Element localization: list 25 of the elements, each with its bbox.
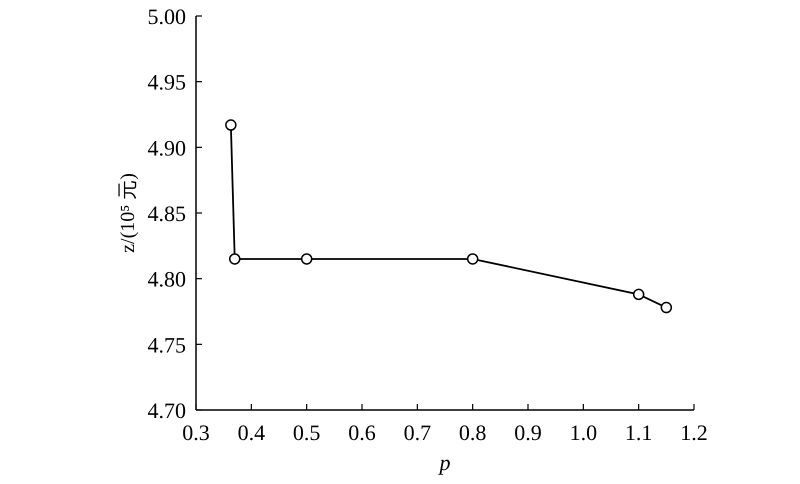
x-axis-title: p (438, 450, 450, 475)
y-tick-label: 4.95 (148, 70, 186, 95)
x-tick-label: 1.0 (570, 420, 598, 445)
y-tick-label: 5.00 (148, 4, 186, 29)
x-tick-label: 0.4 (238, 420, 266, 445)
y-tick-label: 4.75 (148, 332, 186, 358)
x-tick-label: 0.8 (458, 420, 486, 445)
y-tick-label: 4.70 (148, 398, 186, 423)
point (300, 253, 312, 265)
x-tick-label: 0.6 (348, 420, 376, 445)
y-tick-label: 4.90 (148, 135, 186, 160)
point (632, 288, 644, 300)
y-axis-title: z/(10⁵ 元) (117, 173, 139, 253)
y-tick-label: 4.80 (148, 266, 186, 292)
x-tick-label: 1.1 (624, 420, 652, 445)
x-tick-label: 0.5 (292, 420, 320, 445)
point (466, 253, 478, 265)
point (225, 119, 237, 131)
point (660, 302, 672, 314)
point (228, 253, 240, 265)
x-tick-label: 0.3 (182, 420, 210, 445)
x-tick-label: 1.2 (680, 420, 708, 445)
x-tick-label: 0.9 (514, 420, 542, 445)
y-tick-label: 4.85 (148, 201, 186, 226)
x-tick-label: 0.7 (404, 420, 432, 445)
